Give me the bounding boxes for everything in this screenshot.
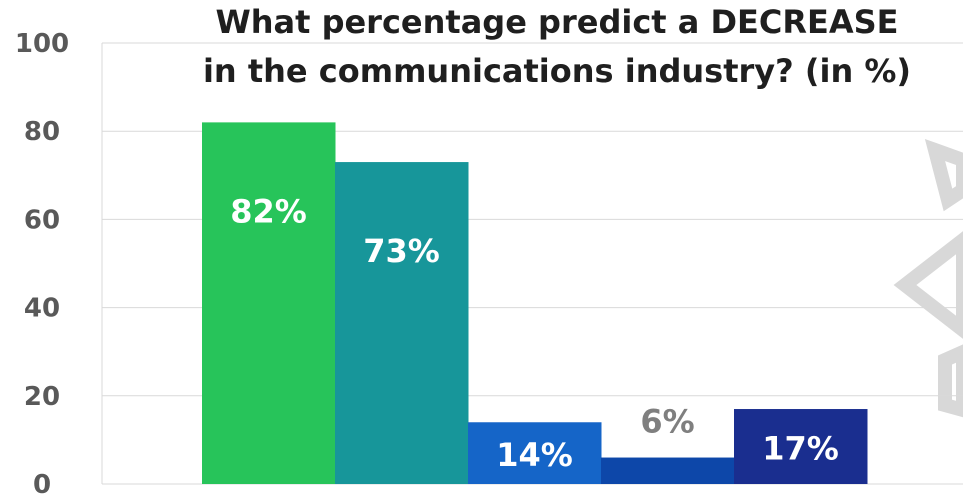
- chart-title-line-1: What percentage predict a DECREASE: [215, 3, 898, 41]
- bar: [335, 162, 469, 484]
- y-tick-label: 80: [24, 117, 60, 147]
- y-tick-label: 60: [24, 205, 60, 235]
- data-label: 6%: [640, 403, 694, 441]
- bar: [202, 122, 336, 484]
- y-axis-ticks: 100 80 60 40 20 0: [15, 29, 69, 495]
- y-tick-label: 40: [24, 294, 60, 324]
- bar: [601, 458, 735, 484]
- data-label: 17%: [762, 430, 839, 468]
- data-label: 14%: [496, 436, 573, 474]
- watermark-logo: [905, 150, 963, 410]
- chart-title-line-2: in the communications industry? (in %): [203, 52, 911, 90]
- y-tick-label: 0: [33, 470, 51, 495]
- y-tick-label: 20: [24, 382, 60, 412]
- data-label: 73%: [363, 232, 440, 270]
- chart-title: What percentage predict a DECREASE in th…: [203, 3, 911, 90]
- y-tick-label: 100: [15, 29, 69, 59]
- data-label: 82%: [230, 192, 307, 230]
